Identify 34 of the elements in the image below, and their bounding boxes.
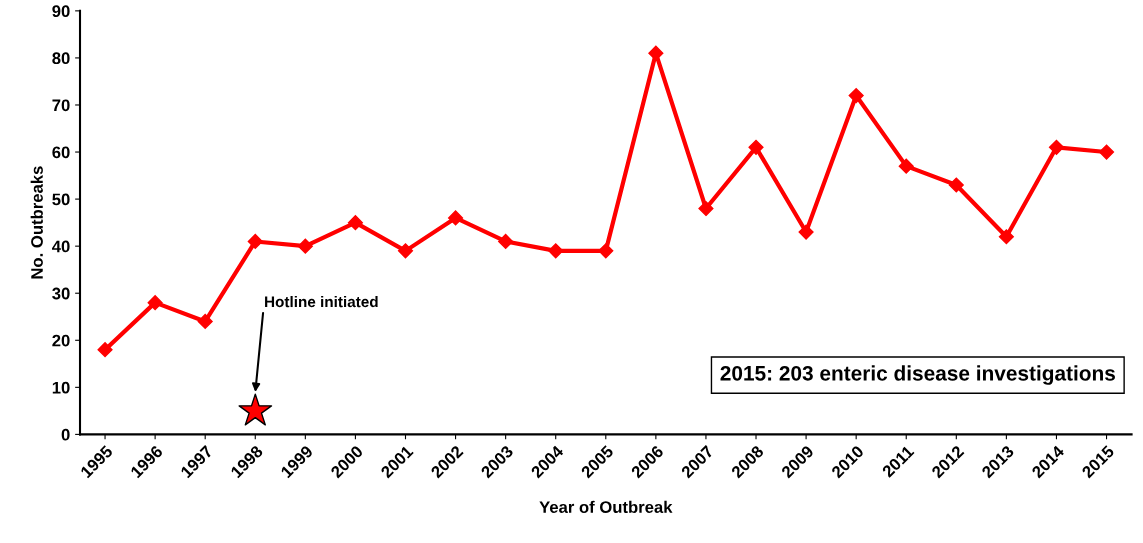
annotation: 2015: 203 enteric disease investigations bbox=[720, 365, 1115, 385]
point bbox=[748, 139, 764, 155]
y-tick-label: 10 bbox=[52, 381, 70, 394]
point bbox=[848, 87, 864, 104]
y-tick-label: 30 bbox=[52, 287, 70, 300]
y-tick-label: 90 bbox=[52, 5, 70, 18]
point bbox=[498, 233, 514, 250]
point bbox=[147, 295, 163, 311]
y-tick-label: 0 bbox=[61, 428, 70, 441]
point bbox=[548, 243, 564, 259]
y-tick-label: 80 bbox=[52, 52, 70, 65]
point bbox=[1098, 144, 1115, 160]
point bbox=[197, 313, 213, 330]
point bbox=[698, 200, 714, 217]
point bbox=[798, 224, 814, 240]
point bbox=[347, 215, 363, 231]
y-tick-label: 50 bbox=[52, 193, 70, 206]
y-tick-label: 70 bbox=[52, 99, 70, 112]
point bbox=[898, 158, 914, 174]
point bbox=[447, 210, 464, 226]
y-tick-label: 40 bbox=[52, 240, 70, 253]
point bbox=[297, 238, 313, 254]
point bbox=[397, 243, 414, 259]
point bbox=[97, 342, 113, 358]
point bbox=[1048, 139, 1065, 155]
y-tick-label: 20 bbox=[52, 334, 70, 347]
y-axis-title: No. Outbreaks bbox=[30, 166, 43, 279]
y-tick-label: 60 bbox=[52, 146, 70, 159]
annotation: Hotline initiated bbox=[265, 295, 378, 308]
point bbox=[598, 243, 614, 259]
point bbox=[948, 177, 964, 193]
point bbox=[998, 229, 1014, 245]
x-axis-title: Year of Outbreak bbox=[539, 500, 673, 514]
point bbox=[247, 233, 263, 250]
